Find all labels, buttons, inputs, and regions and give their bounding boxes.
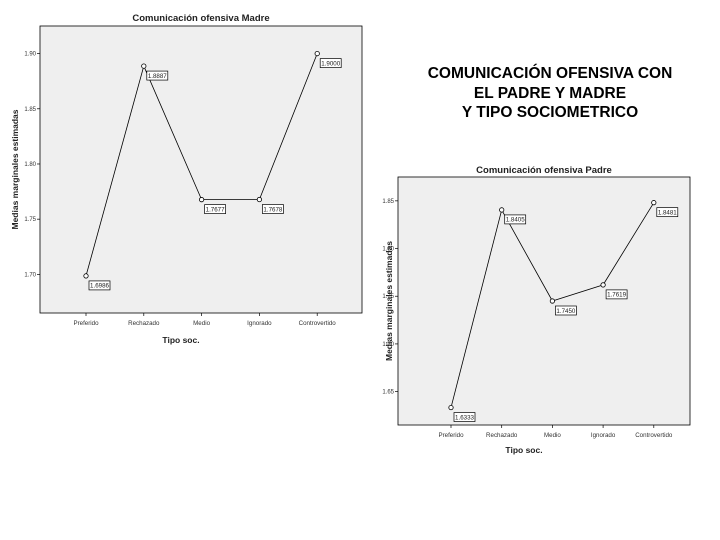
data-label-box bbox=[555, 305, 577, 316]
chart-title: Comunicación ofensiva Padre bbox=[476, 165, 612, 176]
x-tick-label: Preferido bbox=[438, 432, 464, 439]
y-tick-label: 1.75 bbox=[24, 217, 36, 223]
y-tick-label: 1.70 bbox=[382, 342, 394, 348]
data-label: 1.7619 bbox=[607, 292, 626, 299]
data-label: 1.8887 bbox=[148, 73, 167, 80]
data-label: 1.6333 bbox=[455, 414, 474, 421]
data-point bbox=[199, 197, 205, 203]
y-tick-label: 1.65 bbox=[382, 390, 394, 396]
heading-line-3: Y TIPO SOCIOMETRICO bbox=[461, 104, 639, 121]
x-tick-label: Controvertido bbox=[635, 432, 673, 439]
data-label-box bbox=[656, 207, 679, 218]
y-tick-label: 1.80 bbox=[382, 247, 394, 253]
x-tick-label: Ignorado bbox=[591, 432, 616, 439]
x-tick-label: Ignorado bbox=[247, 320, 272, 327]
data-point bbox=[314, 50, 320, 57]
x-tick-label: Medio bbox=[193, 320, 210, 327]
x-axis-title: Tipo soc. bbox=[162, 335, 199, 345]
x-tick-label: Rechazado bbox=[486, 432, 518, 439]
data-point bbox=[256, 196, 262, 203]
data-label: 1.6986 bbox=[90, 283, 109, 290]
y-axis-title: Medias marginales estimadas bbox=[384, 241, 394, 361]
y-tick-label: 1.85 bbox=[382, 199, 394, 205]
slide-heading: COMUNICACIÓN OFENSIVA CON EL PADRE Y MAD… bbox=[398, 64, 702, 123]
data-label-box bbox=[605, 289, 628, 300]
data-label: 1.7677 bbox=[206, 206, 225, 213]
data-label-box bbox=[88, 280, 111, 291]
data-point bbox=[448, 404, 454, 411]
data-label-box bbox=[204, 204, 226, 214]
x-tick-label: Rechazado bbox=[128, 320, 160, 327]
data-label: 1.7450 bbox=[556, 308, 575, 315]
y-tick-label: 1.75 bbox=[382, 294, 394, 300]
y-tick-label: 1.85 bbox=[24, 107, 36, 113]
y-tick-label: 1.70 bbox=[24, 272, 36, 278]
y-tick-label: 1.80 bbox=[24, 162, 36, 168]
heading-line-2: EL PADRE Y MADRE bbox=[473, 84, 627, 102]
data-point bbox=[83, 273, 89, 279]
data-label: 1.9000 bbox=[321, 60, 340, 67]
data-label: 1.7678 bbox=[263, 206, 282, 213]
data-label: 1.8481 bbox=[658, 209, 677, 216]
data-label-box bbox=[146, 70, 169, 81]
x-tick-label: Medio bbox=[544, 432, 561, 439]
heading-line-1: COMUNICACIÓN OFENSIVA CON bbox=[427, 65, 673, 82]
data-label-box bbox=[262, 204, 284, 214]
x-tick-label: Preferido bbox=[73, 320, 99, 327]
y-axis-title: Medias marginales estimadas bbox=[10, 109, 20, 229]
x-tick-label: Controvertido bbox=[299, 320, 337, 327]
x-axis-title: Tipo soc. bbox=[505, 445, 542, 455]
data-label-box bbox=[319, 58, 342, 68]
y-tick-label: 1.90 bbox=[24, 52, 36, 58]
data-label-box bbox=[453, 412, 476, 422]
data-point bbox=[549, 298, 556, 304]
data-point bbox=[141, 63, 147, 69]
plot-area bbox=[397, 176, 691, 426]
data-point bbox=[600, 282, 606, 288]
data-point bbox=[651, 200, 657, 206]
data-point bbox=[499, 207, 505, 213]
data-label: 1.8405 bbox=[506, 217, 525, 224]
data-label-box bbox=[504, 214, 527, 225]
chart-title: Comunicación ofensiva Madre bbox=[132, 13, 269, 24]
plot-area bbox=[39, 25, 363, 314]
